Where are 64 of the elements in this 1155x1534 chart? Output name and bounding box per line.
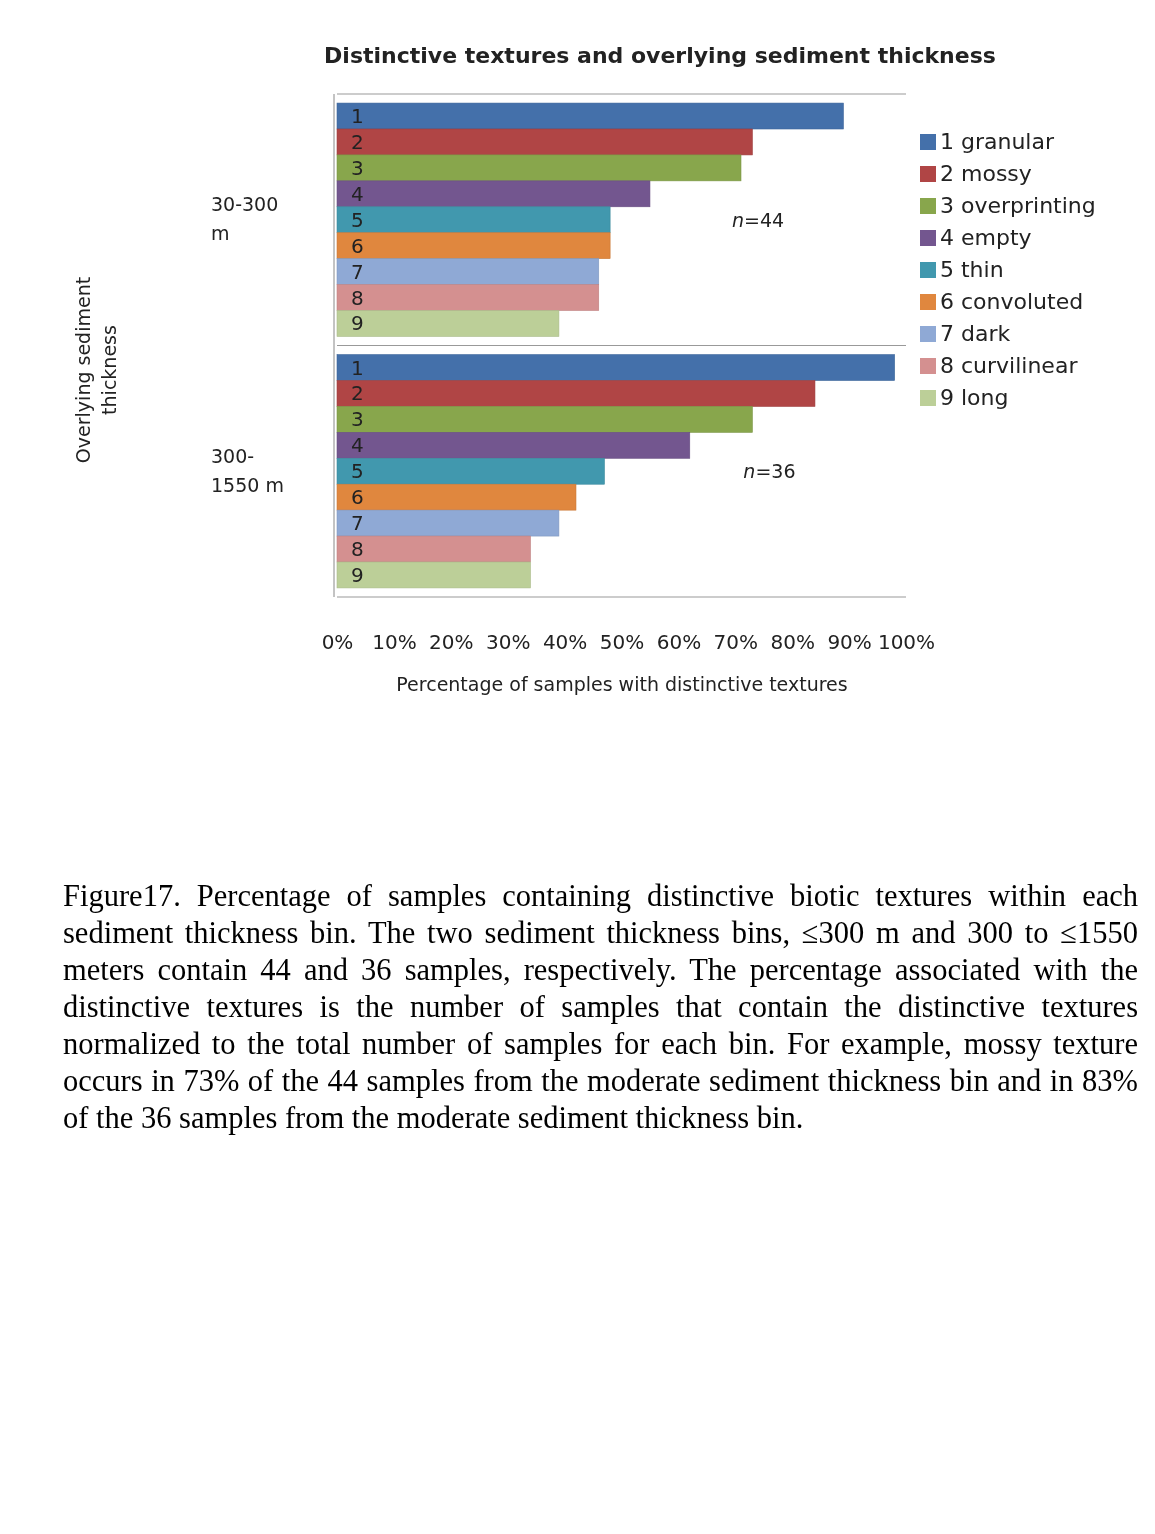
x-tick-label: 0% — [321, 630, 354, 655]
legend-label: 2 mossy — [940, 161, 1032, 186]
bar — [336, 232, 611, 259]
x-tick-label: 30% — [485, 630, 531, 655]
y-axis-title: Overlying sediment thickness — [72, 276, 120, 464]
annotation: 5 — [351, 459, 364, 484]
annotation: 9 — [351, 311, 364, 336]
bar — [336, 457, 605, 485]
x-tick-label: 90% — [827, 630, 872, 655]
annotation: 3 — [351, 407, 364, 432]
caption: Figure17. Percentage of samples containing distinctive biotic textures within each sediment thickness bin. The two sediment thickness bins, ≤300 m and 300 to ≤1550 meters contain 44 and 36 samples, respectively. The percentage associated with the distinctive textures is the number of samples that contain the distinctive textures normalized to the total number of samples for each bin. For example, mossy texture occurs in 73% of the 44 samples from the moderate sediment thickness bin and in 83% of the 36 samples from the moderate sediment thickness bin. — [63, 878, 1138, 1137]
bar — [336, 102, 844, 130]
annotation: 1 — [351, 104, 364, 129]
annotation: 6 — [351, 485, 364, 510]
x-axis-title: Percentage of samples with distinctive textures — [396, 673, 848, 695]
annotation: 4 — [351, 433, 364, 458]
annotation: 8 — [351, 285, 364, 310]
bar — [336, 154, 742, 182]
legend-label: 5 thin — [940, 257, 1004, 282]
x-tick-label: 60% — [656, 630, 702, 655]
bar — [336, 406, 753, 433]
x-tick-label: 10% — [372, 630, 417, 655]
bar — [336, 206, 611, 234]
annotation: 8 — [351, 537, 364, 562]
bar — [336, 284, 600, 311]
legend-label: 7 dark — [940, 321, 1011, 346]
bar — [336, 180, 651, 208]
bar — [336, 432, 691, 459]
legend-label: 1 granular — [940, 129, 1055, 154]
x-tick-label: 50% — [599, 630, 645, 655]
annotation: 7 — [351, 259, 364, 284]
y-tick-label: 300-1550 m — [211, 444, 284, 496]
bar — [336, 128, 753, 156]
annotation: 7 — [351, 511, 364, 536]
y-tick-label: 30-300 m — [211, 193, 279, 245]
annotation: 6 — [351, 233, 364, 258]
bar — [336, 561, 531, 589]
legend-label: 4 empty — [940, 225, 1032, 250]
annotation: 2 — [351, 129, 364, 154]
annotation: n=36 — [743, 460, 796, 483]
annotation: 9 — [351, 562, 364, 587]
legend-label: 8 curvilinear — [940, 353, 1079, 378]
chart-title: Distinctive textures and overlying sediment thickness — [324, 43, 996, 68]
annotation: 5 — [351, 207, 364, 232]
annotation: 2 — [351, 381, 364, 406]
bar — [336, 509, 560, 537]
annotation: n=44 — [731, 208, 785, 231]
x-tick-label: 100% — [877, 630, 936, 655]
bar — [336, 310, 560, 337]
annotation: 3 — [351, 155, 364, 180]
annotation: 1 — [351, 355, 364, 380]
x-tick-label: 70% — [713, 630, 759, 655]
annotation: 4 — [351, 181, 364, 206]
bar — [336, 258, 600, 285]
legend-label: 6 convoluted — [940, 289, 1084, 314]
bar — [336, 535, 531, 563]
x-tick-label: 80% — [770, 630, 815, 655]
legend-label: 3 overprinting — [940, 193, 1096, 218]
bar — [336, 483, 577, 511]
bar — [336, 354, 895, 381]
x-tick-label: 20% — [429, 630, 474, 655]
bar — [336, 380, 816, 407]
legend-label: 9 long — [940, 385, 1009, 410]
x-tick-label: 40% — [542, 630, 588, 655]
